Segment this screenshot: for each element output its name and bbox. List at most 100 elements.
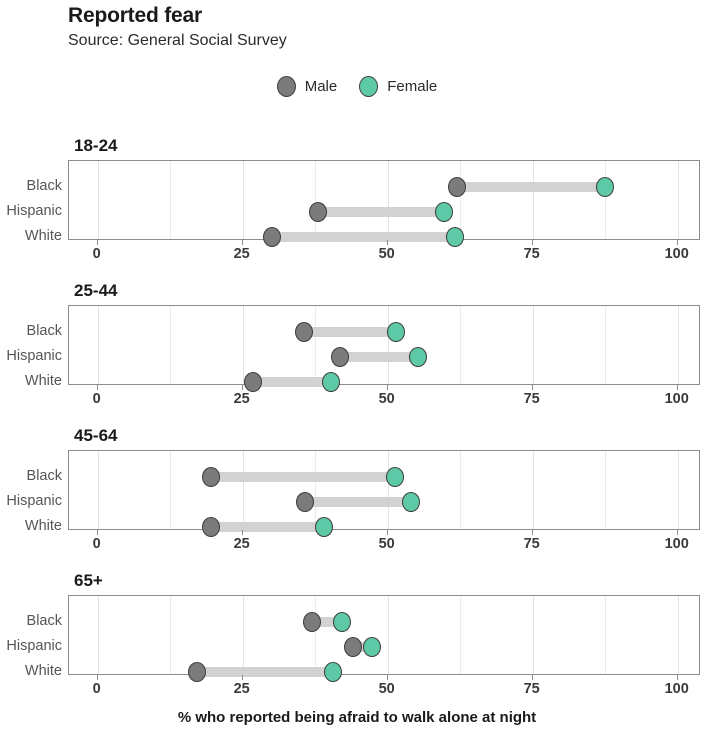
y-axis-label-black: Black xyxy=(26,613,62,629)
x-axis-tick-label: 25 xyxy=(233,536,250,552)
gridline-minor xyxy=(605,596,607,674)
x-axis-tick xyxy=(241,530,243,535)
data-point-male[interactable] xyxy=(296,492,315,512)
data-point-female[interactable] xyxy=(314,517,333,537)
gridline-minor xyxy=(170,161,172,239)
data-point-male[interactable] xyxy=(188,662,207,682)
dumbbell-connector xyxy=(305,497,412,507)
data-point-female[interactable] xyxy=(321,372,340,392)
y-axis-labels: Black Hispanic White xyxy=(0,160,714,244)
gridline-major xyxy=(242,161,244,239)
data-point-male[interactable] xyxy=(262,227,281,247)
gridline-major xyxy=(677,161,679,239)
data-point-female[interactable] xyxy=(387,322,406,342)
dumbbell-connector xyxy=(340,352,419,362)
gridline-minor xyxy=(170,306,172,384)
gridline-major xyxy=(532,596,534,674)
gridline-minor xyxy=(460,596,462,674)
dumbbell-connector xyxy=(457,182,606,192)
plot-area xyxy=(68,595,700,682)
data-point-male[interactable] xyxy=(309,202,328,222)
gridline-major xyxy=(97,306,99,384)
x-axis-tick xyxy=(386,240,388,245)
x-axis-tick xyxy=(531,240,533,245)
chart-subtitle: Source: General Social Survey xyxy=(68,32,287,49)
dumbbell-connector xyxy=(318,207,444,217)
data-point-female[interactable] xyxy=(332,612,351,632)
data-point-male[interactable] xyxy=(294,322,313,342)
x-axis-tick-label: 0 xyxy=(92,681,101,697)
x-axis-tick-label: 75 xyxy=(523,391,540,407)
x-axis: 0 25 50 75 100 xyxy=(68,530,700,556)
gridline-major xyxy=(242,306,244,384)
x-axis-tick-label: 100 xyxy=(664,391,689,407)
y-axis-label-black: Black xyxy=(26,323,62,339)
data-point-male[interactable] xyxy=(243,372,262,392)
x-axis-tick-label: 25 xyxy=(233,391,250,407)
data-point-female[interactable] xyxy=(445,227,464,247)
x-axis-tick-label: 25 xyxy=(233,246,250,262)
chart-legend: Male Female xyxy=(0,76,714,97)
data-point-male[interactable] xyxy=(302,612,321,632)
gridline-major xyxy=(242,596,244,674)
x-axis-tick-label: 50 xyxy=(378,536,395,552)
y-axis-label-white: White xyxy=(24,373,62,389)
gridline-major xyxy=(242,451,244,529)
x-axis-tick-label: 100 xyxy=(664,246,689,262)
gridline-major xyxy=(677,596,679,674)
y-axis-label-hispanic: Hispanic xyxy=(6,203,62,219)
data-point-female[interactable] xyxy=(402,492,421,512)
gridline-minor xyxy=(315,451,317,529)
dumbbell-connector xyxy=(353,642,373,652)
gridline-minor xyxy=(605,451,607,529)
data-point-male[interactable] xyxy=(201,517,220,537)
gridline-minor xyxy=(170,596,172,674)
gridline-minor xyxy=(460,161,462,239)
data-point-male[interactable] xyxy=(344,637,363,657)
data-point-female[interactable] xyxy=(363,637,382,657)
data-point-female[interactable] xyxy=(596,177,615,197)
y-axis-labels: Black Hispanic White xyxy=(0,450,714,534)
y-axis-label-hispanic: Hispanic xyxy=(6,493,62,509)
data-point-male[interactable] xyxy=(448,177,467,197)
gridline-minor xyxy=(460,306,462,384)
dumbbell-connector xyxy=(311,617,342,627)
data-point-female[interactable] xyxy=(434,202,453,222)
data-point-female[interactable] xyxy=(409,347,428,367)
data-point-male[interactable] xyxy=(201,467,220,487)
plot-area xyxy=(68,305,700,392)
data-point-male[interactable] xyxy=(331,347,350,367)
x-axis-tick-label: 50 xyxy=(378,681,395,697)
x-axis-tick-label: 100 xyxy=(664,536,689,552)
x-axis-tick-label: 0 xyxy=(92,536,101,552)
circle-marker-icon xyxy=(359,76,379,97)
legend-item-male[interactable]: Male xyxy=(276,76,337,97)
page-title: Reported fear xyxy=(68,4,202,27)
legend-item-female[interactable]: Female xyxy=(359,76,437,97)
x-axis-tick-label: 75 xyxy=(523,246,540,262)
x-axis-tick-label: 75 xyxy=(523,536,540,552)
x-axis-title: % who reported being afraid to walk alon… xyxy=(177,709,537,726)
legend-label: Female xyxy=(387,78,438,95)
gridline-major xyxy=(532,161,534,239)
circle-marker-icon xyxy=(276,76,296,97)
x-axis: 0 25 50 75 100 xyxy=(68,675,700,701)
x-axis-tick xyxy=(386,530,388,535)
y-axis-label-black: Black xyxy=(26,468,62,484)
y-axis-label-hispanic: Hispanic xyxy=(6,348,62,364)
gridline-minor xyxy=(460,451,462,529)
y-axis-labels: Black Hispanic White xyxy=(0,305,714,389)
dumbbell-connector xyxy=(210,522,324,532)
data-point-female[interactable] xyxy=(386,467,405,487)
data-point-female[interactable] xyxy=(323,662,342,682)
gridline-major xyxy=(387,596,389,674)
gridline-major xyxy=(97,161,99,239)
panel-title: 65+ xyxy=(74,571,103,590)
x-axis-tick-label: 75 xyxy=(523,681,540,697)
x-axis-tick xyxy=(386,675,388,680)
gridline-major xyxy=(97,596,99,674)
x-axis-tick xyxy=(531,530,533,535)
gridline-minor xyxy=(170,451,172,529)
x-axis-tick xyxy=(241,240,243,245)
x-axis-tick-label: 100 xyxy=(664,681,689,697)
